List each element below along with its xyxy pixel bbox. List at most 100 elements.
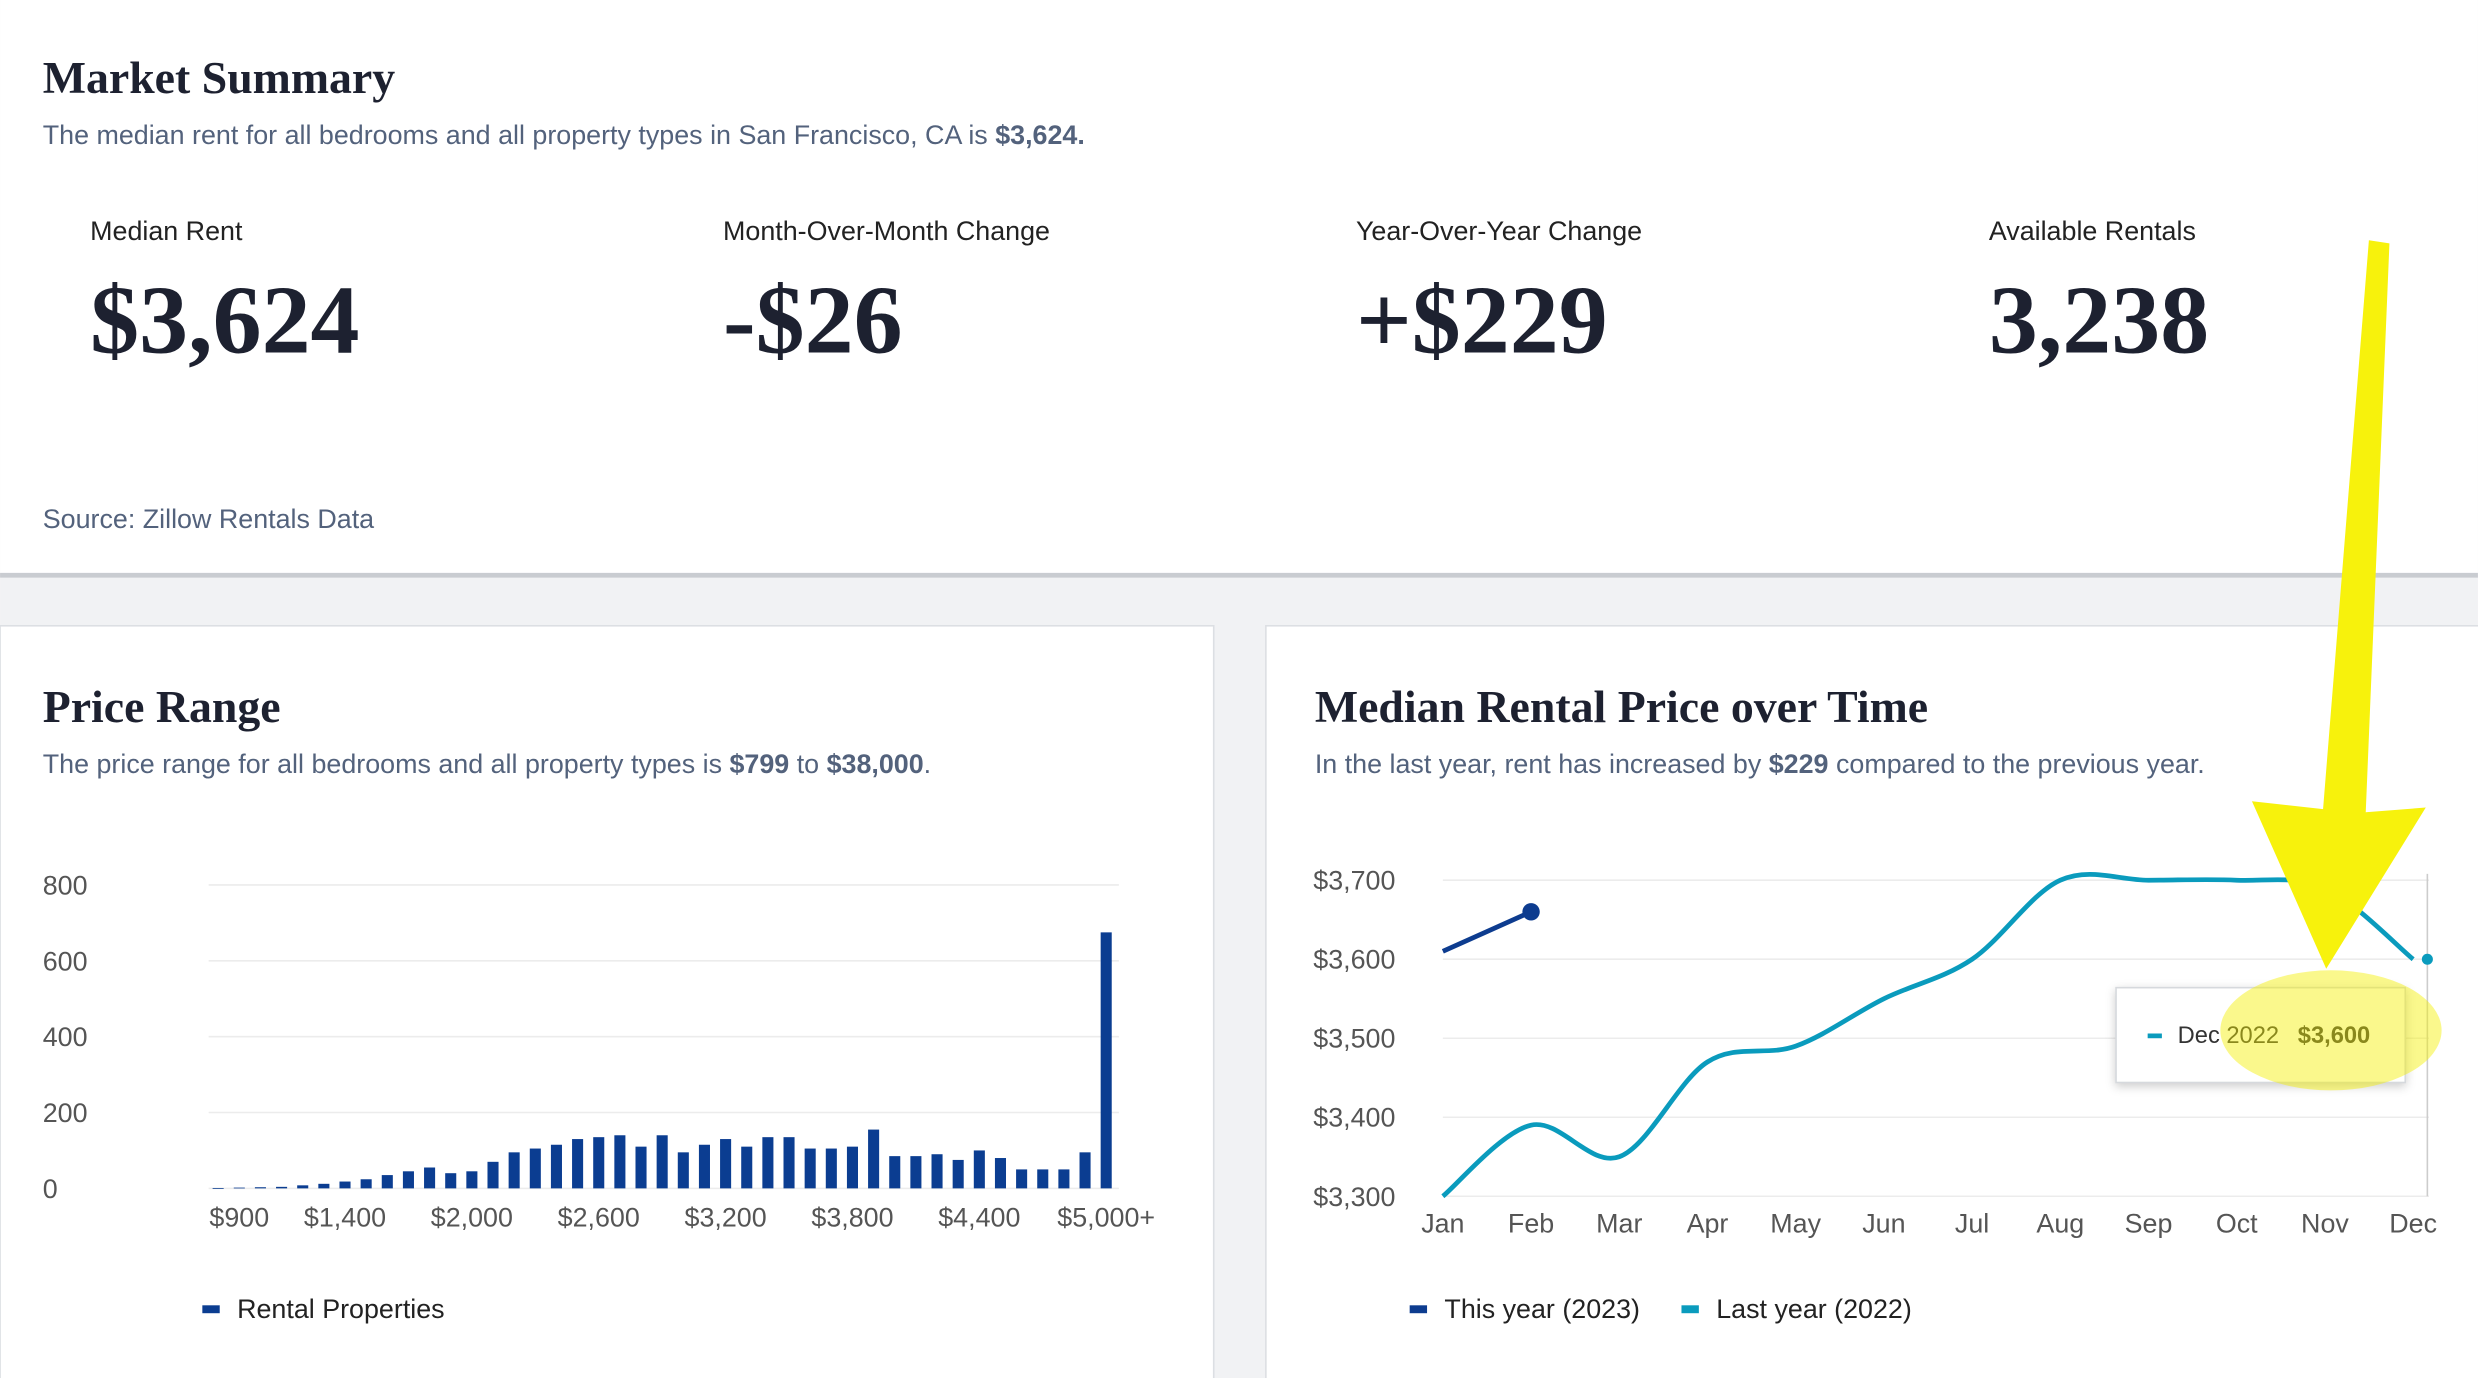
summary-title: Market Summary bbox=[43, 52, 396, 103]
bar bbox=[804, 1148, 816, 1189]
stat-value: +$229 bbox=[1356, 266, 1608, 374]
series-end-dot bbox=[1522, 903, 1540, 921]
bar bbox=[424, 1167, 436, 1189]
y-tick-label: $3,400 bbox=[1313, 1103, 1395, 1133]
bar bbox=[360, 1179, 372, 1189]
bar bbox=[318, 1183, 330, 1189]
bar bbox=[508, 1152, 520, 1189]
x-tick-label: Jun bbox=[1862, 1209, 1905, 1239]
series-end-dot bbox=[2421, 953, 2433, 965]
bar bbox=[973, 1150, 985, 1189]
y-tick-label: 0 bbox=[43, 1174, 58, 1204]
y-tick-label: $3,700 bbox=[1313, 866, 1395, 896]
bar bbox=[381, 1175, 393, 1189]
bar bbox=[698, 1144, 710, 1189]
y-tick-label: 400 bbox=[43, 1022, 88, 1052]
x-tick-label: $2,000 bbox=[431, 1202, 513, 1232]
price-range-card bbox=[0, 624, 1215, 1378]
y-tick-label: 800 bbox=[43, 870, 88, 900]
bar bbox=[677, 1152, 689, 1189]
bar bbox=[635, 1146, 647, 1189]
summary-subtitle: The median rent for all bedrooms and all… bbox=[43, 120, 1085, 150]
legend-label: Rental Properties bbox=[237, 1294, 445, 1324]
bar bbox=[825, 1148, 837, 1189]
highlight bbox=[2220, 970, 2442, 1091]
x-tick-label: $3,800 bbox=[811, 1202, 893, 1232]
bar bbox=[846, 1146, 858, 1189]
legend-swatch bbox=[202, 1305, 220, 1314]
bar bbox=[783, 1137, 795, 1189]
tooltip-box bbox=[2115, 986, 2407, 1084]
bar bbox=[952, 1159, 964, 1189]
x-tick-label: Apr bbox=[1687, 1209, 1729, 1239]
bar bbox=[889, 1156, 901, 1189]
line-chart: $3,300 $3,400 $3,500 $3,600 $3,700 Jan Feb Mar A… bbox=[1313, 866, 2437, 1324]
summary-panel bbox=[0, 0, 2478, 574]
bar bbox=[931, 1154, 943, 1189]
bar bbox=[550, 1144, 562, 1189]
bar bbox=[720, 1139, 732, 1189]
y-tick-label: $3,600 bbox=[1313, 945, 1395, 975]
x-tick-label: Jan bbox=[1421, 1209, 1464, 1239]
bar bbox=[254, 1187, 266, 1189]
x-tick-label: $4,400 bbox=[938, 1202, 1020, 1232]
bar bbox=[1016, 1169, 1028, 1189]
x-tick-label: $900 bbox=[209, 1202, 269, 1232]
legend-label: Last year (2022) bbox=[1716, 1294, 1912, 1324]
y-tick-label: $3,500 bbox=[1313, 1024, 1395, 1054]
y-tick-label: 600 bbox=[43, 946, 88, 976]
source: Source: Zillow Rentals Data bbox=[43, 504, 374, 534]
annotation-arrow bbox=[2251, 240, 2426, 969]
y-tick-label: 200 bbox=[43, 1098, 88, 1128]
stat-label: Year-Over-Year Change bbox=[1356, 216, 1642, 246]
x-tick-label: Dec bbox=[2389, 1209, 2437, 1239]
legend-label: This year (2023) bbox=[1444, 1294, 1640, 1324]
bar bbox=[910, 1156, 922, 1189]
bar bbox=[868, 1129, 880, 1189]
bar bbox=[614, 1135, 626, 1189]
x-tick-label: $3,200 bbox=[685, 1202, 767, 1232]
bar bbox=[529, 1148, 541, 1189]
bar bbox=[276, 1186, 288, 1189]
bar bbox=[1037, 1169, 1049, 1189]
x-tick-label: $1,400 bbox=[304, 1202, 386, 1232]
stat-label: Median Rent bbox=[90, 216, 243, 246]
stat-value: $3,624 bbox=[90, 266, 359, 374]
x-tick-label: May bbox=[1770, 1209, 1821, 1239]
bar bbox=[297, 1185, 309, 1189]
bar bbox=[656, 1135, 668, 1189]
bar bbox=[994, 1158, 1007, 1189]
legend-swatch bbox=[1409, 1305, 1428, 1314]
y-tick-label: $3,300 bbox=[1313, 1182, 1395, 1212]
series-line bbox=[1441, 872, 2415, 1199]
tooltip-swatch bbox=[2147, 1033, 2162, 1039]
bar bbox=[402, 1171, 414, 1189]
bar bbox=[741, 1146, 753, 1189]
legend-swatch bbox=[1681, 1305, 1699, 1314]
stat-value: -$26 bbox=[723, 266, 903, 374]
x-tick-label: Jul bbox=[1955, 1209, 1989, 1239]
stat-value: 3,238 bbox=[1989, 266, 2209, 374]
tooltip-label: Dec 2022 bbox=[2178, 1023, 2279, 1049]
x-tick-label: Oct bbox=[2216, 1209, 2258, 1239]
bar bbox=[1079, 1152, 1091, 1189]
bar bbox=[339, 1181, 351, 1189]
chart-subtitle: In the last year, rent has increased by … bbox=[1315, 749, 2205, 779]
stat-label: Month-Over-Month Change bbox=[723, 216, 1050, 246]
chart-title: Median Rental Price over Time bbox=[1315, 681, 1928, 732]
bar bbox=[762, 1137, 774, 1189]
bar-chart: 0 200 400 600 800 $900 $1,400 $2,000 $2,600 $3,20… bbox=[43, 870, 1155, 1324]
bar bbox=[487, 1161, 499, 1189]
stats: Median Rent $3,624 Month-Over-Month Change… bbox=[90, 216, 2209, 374]
bar bbox=[466, 1171, 478, 1189]
x-tick-label: Aug bbox=[2036, 1209, 2084, 1239]
x-tick-label: Nov bbox=[2301, 1209, 2349, 1239]
x-tick-label: $5,000+ bbox=[1057, 1202, 1155, 1232]
chart-subtitle: The price range for all bedrooms and all… bbox=[43, 749, 931, 779]
bar bbox=[445, 1173, 457, 1189]
bar bbox=[212, 1187, 224, 1189]
tooltip: Dec 2022 $3,600 bbox=[2115, 986, 2407, 1084]
tooltip-value: $3,600 bbox=[2298, 1023, 2370, 1049]
